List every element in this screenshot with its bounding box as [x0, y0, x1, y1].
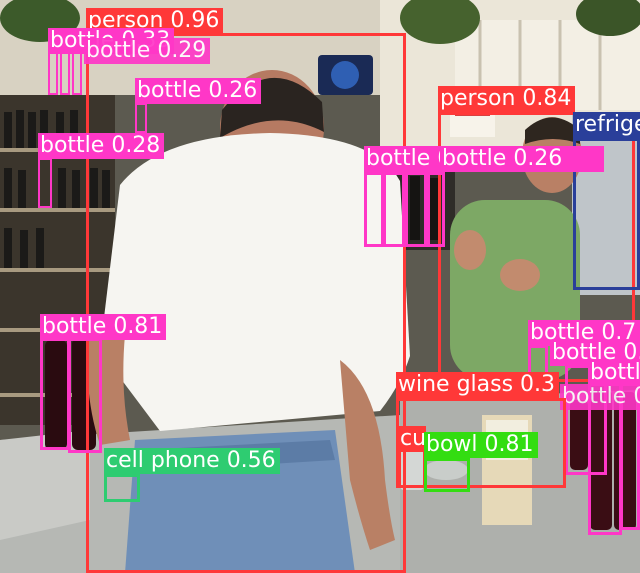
- bottle-label: bottle 0.29: [84, 38, 211, 64]
- bowl-label: bowl 0.81: [424, 432, 538, 458]
- person-label: person 0.84: [438, 86, 576, 112]
- bottle-box: [60, 50, 70, 95]
- bottle-box: [68, 338, 102, 453]
- bottle-box: [565, 365, 607, 475]
- person-box: [86, 33, 406, 573]
- bottle-label: bottle 0.5: [588, 360, 640, 386]
- cell-phone-label: cell phone 0.56: [104, 448, 280, 474]
- bottle-box: [48, 50, 58, 95]
- refrigerator-box: [573, 138, 640, 290]
- bottle-box: [135, 103, 147, 133]
- bottle-box: [427, 172, 445, 247]
- bottle-box: [72, 50, 82, 95]
- wine-glass-label: wine glass 0.3: [396, 372, 560, 398]
- bottle-box: [364, 172, 384, 247]
- bowl-box: [424, 458, 470, 492]
- bottle-box: [383, 172, 405, 247]
- bottle-box: [405, 172, 427, 247]
- bottle-label: bottle 0.26: [135, 78, 262, 104]
- cell-phone-box: [104, 474, 140, 502]
- bottle-box: [38, 158, 52, 208]
- wine-glass-box: [396, 398, 566, 488]
- cup-label: cup 0.38: [398, 426, 426, 452]
- bottle-label: bottle 0.81: [40, 314, 167, 340]
- bottle-label: bottle 0.4: [560, 384, 640, 410]
- bottle-label: bottle 0.26: [440, 146, 604, 172]
- bottle-box: [40, 338, 70, 450]
- bottle-label: bottle 0.28: [38, 133, 165, 159]
- refrigerator-label: refrigerator 0.4: [573, 112, 640, 138]
